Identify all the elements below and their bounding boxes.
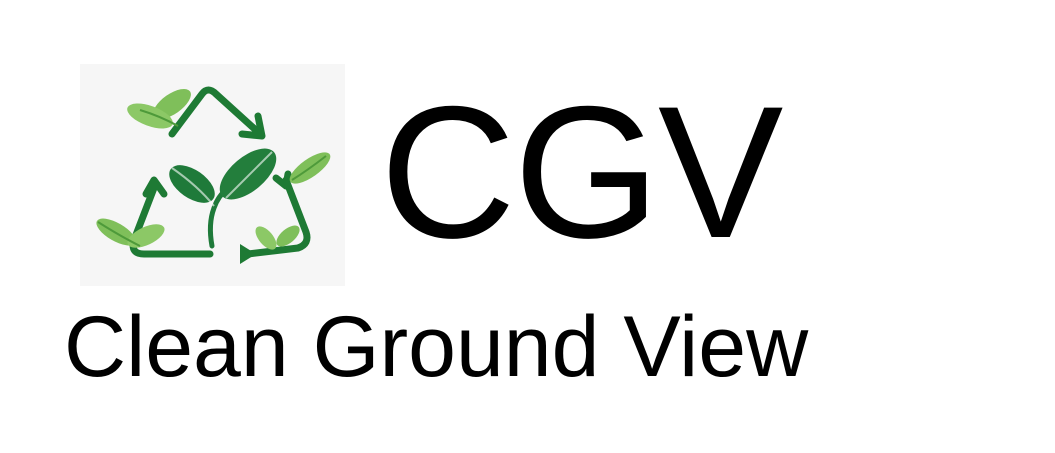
- brand-name: Clean Ground View: [64, 299, 809, 395]
- logo: [80, 64, 345, 286]
- recycling-leaves-icon: [96, 86, 331, 264]
- brand-abbreviation: CGV: [380, 67, 783, 277]
